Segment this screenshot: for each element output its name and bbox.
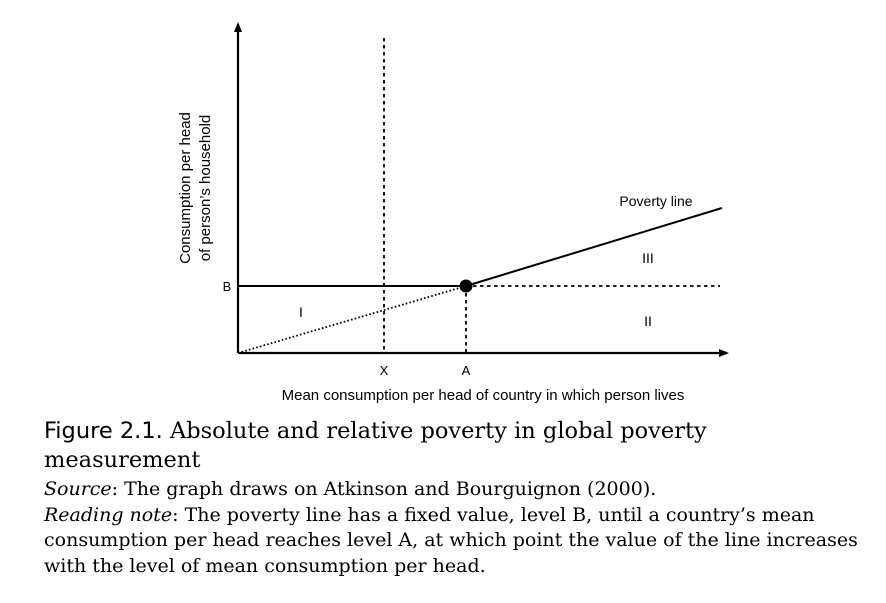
kink-point [459,279,473,293]
relative-dotted-line [237,285,467,354]
source-line: Source: The graph draws on Atkinson and … [44,477,864,503]
source-text: : The graph draws on Atkinson and Bourgu… [111,478,657,500]
figure-number: Figure 2.1. [44,418,163,444]
reading-note-text: : The poverty line has a fixed value, le… [44,503,858,577]
source-label: Source [44,478,112,500]
region-label-iii: III [642,250,654,266]
tick-label-a: A [462,363,471,378]
y-axis-label-line-1: Consumption per head [177,112,194,264]
poverty-line-diagram: B X A Poverty line I II III Mean consump… [177,22,729,404]
rising-poverty-line [465,207,723,287]
y-axis-label: Consumption per head of person’s househo… [177,112,214,264]
tick-label-b: B [223,279,232,294]
region-label-ii: II [644,313,652,329]
tick-label-x: X [380,363,389,378]
figure-title: Absolute and relative poverty in global … [44,418,707,473]
figure-caption-title: Figure 2.1. Absolute and relative povert… [44,417,864,475]
region-label-i: I [299,304,303,320]
poverty-line-label: Poverty line [619,193,692,209]
x-axis-label: Mean consumption per head of country in … [282,387,685,404]
reading-note-label: Reading note [44,503,173,526]
y-axis-label-line-2: of person’s household [197,115,214,262]
figure-caption-body: Source: The graph draws on Atkinson and … [44,477,864,579]
reading-note: Reading note: The poverty line has a fix… [44,503,864,580]
